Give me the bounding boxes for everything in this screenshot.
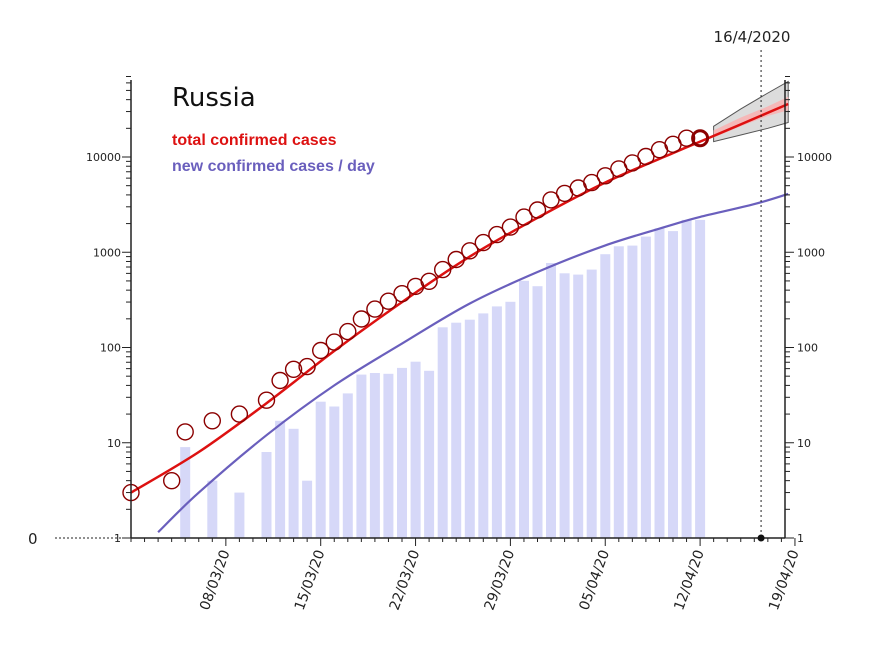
new-cases-bar: [546, 263, 556, 538]
new-cases-bar: [600, 254, 611, 538]
new-cases-bar: [464, 319, 475, 538]
y-tick-label-left: 100: [100, 342, 121, 355]
x-tick-label: 19/04/20: [766, 548, 803, 613]
new-cases-bar: [302, 480, 313, 538]
new-cases-bar: [261, 452, 272, 538]
new-cases-bar: [207, 480, 218, 538]
new-cases-fit-line: [157, 192, 789, 533]
new-cases-bars: [180, 219, 706, 539]
total-cases-point: [528, 201, 547, 219]
zero-label: 0: [28, 530, 38, 548]
total-cases-point: [501, 218, 520, 236]
legend-total-confirmed: total confirmed cases: [172, 132, 337, 149]
x-tick-label: 22/03/20: [387, 548, 424, 613]
new-cases-bar: [532, 286, 543, 538]
forecast-band: [713, 80, 789, 143]
total-cases-point: [637, 147, 655, 166]
chart-title: Russia: [172, 83, 256, 113]
new-cases-bar: [410, 361, 421, 538]
total-cases-point: [366, 300, 384, 318]
new-cases-bar: [519, 280, 529, 538]
marker-date-dot: [757, 534, 765, 542]
y-tick-label-left: 1: [114, 532, 121, 545]
total-cases-point: [515, 208, 533, 226]
new-cases-bar: [681, 219, 692, 538]
legend-new-confirmed: new confirmed cases / day: [172, 158, 375, 175]
total-cases-point: [339, 322, 357, 341]
x-tick-label: 05/04/20: [576, 548, 613, 613]
new-cases-bar: [478, 313, 489, 538]
new-cases-bar: [491, 306, 502, 538]
total-cases-point: [325, 333, 343, 351]
y-tick-label-right: 1000: [797, 246, 825, 259]
total-cases-points: [122, 129, 710, 502]
total-cases-point: [257, 391, 276, 409]
new-cases-bar: [668, 231, 678, 538]
total-cases-point: [677, 129, 696, 147]
total-cases-point: [393, 285, 411, 303]
y-tick-label-left: 10: [107, 437, 121, 450]
new-cases-bar: [315, 401, 326, 538]
total-cases-point: [176, 423, 194, 441]
x-tick-label: 12/04/20: [671, 548, 708, 613]
total-cases-point: [447, 250, 465, 269]
y-tick-label-right: 10: [797, 437, 811, 450]
new-cases-bar: [234, 492, 245, 538]
total-cases-point: [474, 233, 492, 252]
total-cases-point: [379, 292, 398, 310]
new-cases-bar: [613, 246, 624, 539]
new-cases-bar: [695, 219, 706, 538]
total-cases-point: [271, 371, 289, 390]
new-cases-bar: [356, 374, 367, 538]
x-tick-label: 08/03/20: [197, 548, 234, 613]
y-tick-label-right: 100: [797, 342, 818, 355]
new-cases-bar: [586, 269, 597, 538]
latest-total-point: [691, 129, 710, 148]
total-cases-point: [352, 310, 371, 328]
y-tick-label-right: 10000: [797, 151, 832, 164]
x-tick-label: 15/03/20: [292, 548, 329, 613]
total-cases-point: [596, 167, 614, 185]
new-cases-bar: [627, 245, 638, 538]
new-cases-bar: [451, 322, 462, 538]
total-cases-point: [298, 357, 316, 376]
new-cases-bar: [505, 301, 516, 538]
total-cases-point: [583, 173, 601, 192]
x-tick-label: 29/03/20: [482, 548, 519, 613]
total-cases-point: [203, 412, 222, 430]
marker-date-label: 16/4/2020: [714, 28, 791, 46]
total-cases-point: [488, 225, 506, 244]
new-cases-bar: [329, 406, 340, 538]
total-cases-point: [230, 405, 249, 423]
new-cases-bar: [640, 236, 651, 538]
total-cases-point: [461, 242, 479, 260]
new-cases-bar: [654, 228, 665, 539]
new-cases-bar: [383, 373, 394, 538]
new-cases-bar: [397, 367, 407, 538]
new-cases-bar: [369, 373, 380, 538]
total-cases-point: [312, 341, 330, 360]
total-cases-point: [284, 360, 303, 378]
new-cases-bar: [559, 273, 570, 538]
new-cases-bar: [342, 393, 353, 538]
total-cases-point: [434, 260, 452, 279]
new-cases-bar: [288, 428, 299, 538]
new-cases-bar: [424, 370, 435, 538]
new-cases-bar: [275, 420, 286, 538]
y-tick-label-right: 1: [797, 532, 804, 545]
total-cases-point: [162, 472, 181, 490]
y-tick-label-left: 10000: [86, 151, 121, 164]
total-cases-point: [420, 272, 438, 290]
new-cases-bar: [573, 274, 584, 538]
y-tick-label-left: 1000: [93, 246, 121, 259]
new-cases-bar: [437, 327, 448, 538]
new-cases-bar: [180, 447, 191, 538]
